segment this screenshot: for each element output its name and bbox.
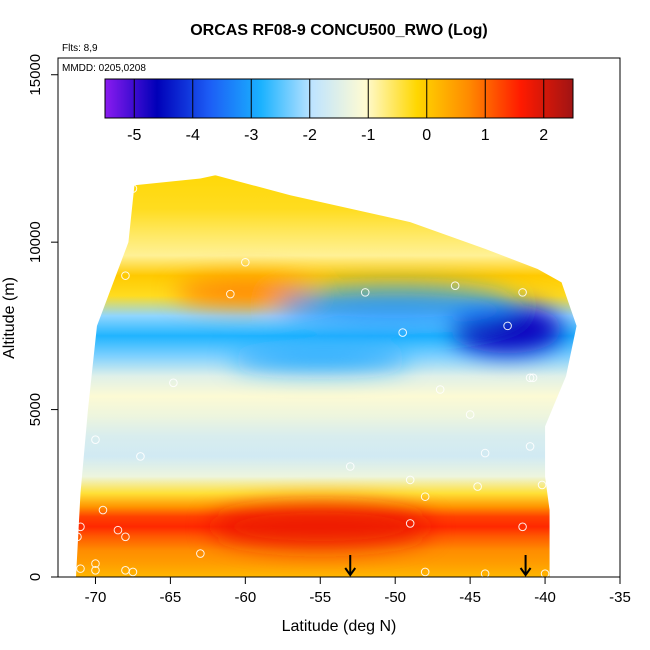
sample-point [76,522,85,532]
sample-point [91,566,100,575]
sample-point [345,462,355,471]
sample-point [98,505,108,515]
sample-point [113,525,123,535]
x-tick-label: -45 [459,589,481,606]
sample-point [128,567,138,577]
colorbar-tick-label: 2 [539,127,548,144]
sample-point [76,564,85,573]
flights-label: Flts: 8,9 [62,43,98,54]
plot-frame [57,57,621,578]
colorbar-tick-label: 0 [422,127,431,144]
colorbar-gradient [104,78,574,119]
x-tick-label: -55 [309,589,331,606]
colorbar-tick-label: -2 [303,127,317,144]
sample-point [518,288,527,297]
x-axis-label: Latitude (deg N) [282,618,397,635]
sample-point [136,452,145,461]
chart-title: ORCAS RF08-9 CONCU500_RWO (Log) [190,22,488,39]
sample-points [73,184,550,578]
sample-point [405,475,415,485]
sample-point [503,321,512,331]
field-feature [230,347,411,372]
sample-point [121,271,130,280]
x-tick-label: -35 [609,589,631,606]
y-tick-label: 5000 [27,393,44,426]
x-tick-label: -65 [160,589,182,606]
sample-point [473,482,482,491]
y-axis: 0 5000 10000 15000 [27,54,58,581]
sample-point [450,281,460,290]
concentration-field [75,175,577,577]
y-tick-label: 15000 [27,54,44,96]
sample-point [525,442,535,451]
sample-point [226,289,235,299]
sample-point [73,532,82,542]
sample-point [241,257,250,267]
sample-point [525,373,535,383]
flight-arrow [519,555,532,577]
field-features [175,278,563,549]
field-feature [175,278,316,307]
sample-point [91,435,100,445]
sample-point [398,328,407,337]
x-tick-label: -70 [85,589,107,606]
sample-point [465,410,475,419]
sample-point [537,480,547,490]
colorbar: -5 -4 -3 -2 -1 0 1 2 [104,78,574,144]
sample-point [480,448,490,458]
colorbar-tick-label: -4 [186,127,200,144]
sample-point [128,184,138,193]
colorbar-tick-label: -3 [244,127,258,144]
sample-point [91,559,100,568]
sample-point [360,288,370,297]
field-clip-group [75,175,577,577]
flight-arrows [344,555,532,577]
x-tick-label: -60 [234,589,256,606]
sample-point [196,549,205,558]
colorbar-tick-label: -5 [127,127,141,144]
field-feature [210,504,431,549]
colorbar-tick-label: 1 [481,127,490,144]
sample-point [420,492,430,501]
y-tick-label: 10000 [27,221,44,263]
y-tick-label: 0 [27,573,44,581]
sample-point [528,373,538,383]
dates-label: MMDD: 0205,0208 [62,63,146,74]
sample-point [405,519,415,528]
colorbar-tick-label: -1 [361,127,375,144]
field-feature [275,285,516,326]
y-axis-label: Altitude (m) [1,277,18,359]
sample-point [420,567,430,577]
sample-point [435,385,445,394]
x-tick-label: -40 [534,589,556,606]
flight-arrow [344,555,357,577]
x-tick-label: -50 [384,589,406,606]
sample-point [518,522,527,532]
sample-point [169,378,178,388]
sample-point [121,532,130,542]
x-axis: -70 -65 -60 -55 -50 -45 -40 -35 [85,577,631,606]
